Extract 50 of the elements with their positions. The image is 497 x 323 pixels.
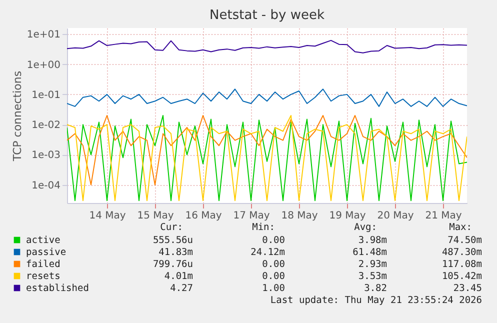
legend-label: failed — [26, 259, 60, 270]
line-series — [67, 115, 467, 186]
text: 3.82 — [364, 283, 387, 294]
x-tick-label: 15 May — [137, 210, 174, 222]
x-tick-label: 16 May — [185, 210, 222, 222]
x-tick-label: 14 May — [89, 210, 126, 222]
line-series — [67, 88, 467, 107]
text: 23.45 — [453, 283, 482, 294]
text: 24.12m — [250, 247, 286, 258]
text: 3.53m — [358, 271, 388, 282]
x-tick-label: 20 May — [377, 210, 414, 222]
legend-label: passive — [26, 247, 66, 258]
line-series — [67, 40, 467, 54]
y-tick-label: 1e+01 — [26, 30, 60, 41]
text: Avg: — [354, 222, 377, 233]
text: 61.48m — [352, 247, 388, 258]
text: 4.27 — [170, 283, 193, 294]
text: 1.00 — [262, 283, 286, 294]
text: 487.30m — [442, 247, 482, 258]
x-tick-label: 19 May — [329, 210, 366, 222]
y-tick-label: 1e-02 — [32, 120, 60, 132]
text: 555.56u — [152, 235, 193, 246]
text: 2.93m — [358, 259, 388, 270]
line-series — [67, 115, 467, 202]
text: Min: — [252, 222, 275, 233]
x-tick-label: 18 May — [281, 210, 318, 222]
x-tick-label: 21 May — [425, 210, 462, 222]
y-tick-label: 1e-01 — [32, 90, 60, 101]
text: Max: — [449, 222, 472, 233]
text: 105.42m — [442, 271, 482, 282]
text: 41.83m — [158, 247, 194, 258]
x-tick-label: 17 May — [233, 210, 270, 222]
text: 74.50m — [448, 235, 482, 246]
y-axis-title: TCP connections — [10, 70, 24, 162]
text: 4.01m — [164, 271, 194, 282]
y-tick-label: 1e+00 — [26, 60, 60, 71]
legend-label: established — [26, 283, 89, 294]
y-tick-label: 1e-04 — [32, 180, 60, 192]
y-tick-label: 1e-03 — [32, 150, 60, 162]
text: 3.98m — [358, 235, 388, 246]
chart-title: Netstat - by week — [210, 8, 325, 23]
text: 799.76u — [152, 259, 193, 270]
text: 0.00 — [262, 259, 286, 270]
legend-label: resets — [26, 271, 60, 282]
legend-label: active — [26, 235, 61, 246]
text: Last update: Thu May 21 23:55:24 2026 — [270, 295, 482, 306]
text: 117.08m — [442, 259, 482, 270]
text: 0.00 — [262, 235, 286, 246]
text: Cur: — [160, 222, 183, 233]
text: 0.00 — [262, 271, 286, 282]
